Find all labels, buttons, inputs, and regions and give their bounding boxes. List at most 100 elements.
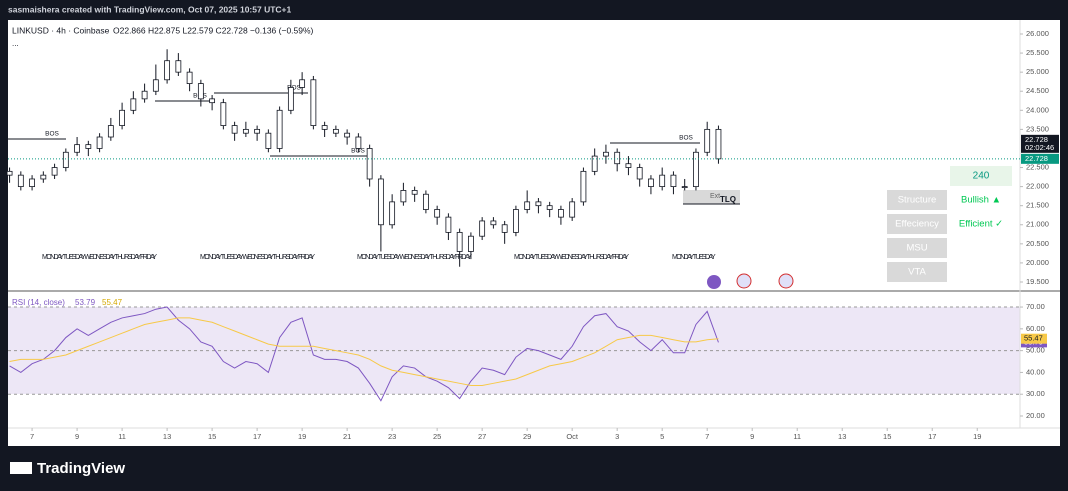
panel-cell — [887, 262, 947, 282]
candle-body — [366, 148, 373, 180]
panel-label: Structure — [898, 195, 937, 206]
event-icon[interactable] — [778, 273, 794, 289]
y-tick-label: 19.500 — [1026, 277, 1049, 286]
candle-body — [96, 136, 103, 149]
candle-body — [265, 132, 272, 149]
candle-body — [231, 125, 238, 134]
x-tick-label: 13 — [838, 432, 846, 441]
candle-body — [456, 231, 463, 252]
price-label: 22.728 — [1025, 135, 1048, 144]
panel-cell — [887, 214, 947, 234]
candle-body — [681, 186, 688, 189]
y-tick-label: 26.000 — [1026, 29, 1049, 38]
candle-body — [704, 128, 711, 153]
brand: TradingView — [37, 460, 125, 477]
candle-body — [636, 167, 643, 180]
y-tick-label: 20.00 — [1026, 411, 1045, 420]
x-tick-label: 13 — [163, 432, 171, 441]
x-tick-label: 15 — [208, 432, 216, 441]
x-tick-label: 9 — [750, 432, 754, 441]
x-tick-label: 25 — [433, 432, 441, 441]
ohlc: O22.866 H22.875 L22.579 C22.728 −0.136 (… — [113, 25, 314, 35]
liquidity-box — [683, 190, 740, 204]
price-label-bg — [1021, 134, 1059, 153]
panel-status: Efficient ✓ — [959, 219, 1003, 230]
candle-body — [17, 174, 24, 188]
day-label: MONDAY TUESDAY WEDNESDAY THURSDAY FRIDAY — [42, 254, 157, 261]
y-tick-label: 21.500 — [1026, 201, 1049, 210]
candle-body — [535, 201, 542, 207]
y-tick-label: 25.000 — [1026, 67, 1049, 76]
candle-body — [513, 209, 519, 233]
panel-label: Effeciency — [895, 219, 939, 230]
candle-body — [276, 109, 283, 149]
candle-body — [62, 151, 69, 168]
candle-body — [411, 190, 418, 195]
panel-cell — [887, 190, 947, 210]
x-tick-label: 11 — [118, 432, 126, 441]
price-label-bg — [1021, 153, 1059, 164]
day-label: MONDAY TUESDAY WEDNESDAY THURSDAY FRIDAY — [357, 254, 472, 261]
candle-body — [164, 60, 171, 81]
candle-body — [603, 151, 609, 157]
x-tick-label: 3 — [615, 432, 619, 441]
x-tick-label: 5 — [660, 432, 664, 441]
rsi-axis-label: 55.47 — [1024, 334, 1043, 343]
candle-body — [51, 167, 58, 176]
y-tick-label: 30.00 — [1026, 389, 1045, 398]
x-tick-label: 7 — [705, 432, 709, 441]
candle-body — [670, 174, 677, 188]
ext-label: Ext — [710, 193, 720, 200]
candle-body — [254, 128, 261, 134]
logo — [10, 462, 32, 474]
x-tick-label: 29 — [523, 432, 531, 441]
y-tick-label: 20.500 — [1026, 239, 1049, 248]
tlq-label: TLQ — [720, 195, 736, 204]
panel-value: 240 — [973, 171, 990, 182]
candle-body — [445, 216, 452, 233]
x-tick-label: 17 — [253, 432, 261, 441]
event-icon[interactable] — [707, 275, 721, 289]
candle-body — [299, 79, 306, 88]
candle-body — [524, 201, 531, 210]
x-tick-label: 7 — [30, 432, 34, 441]
price-label: 22.728 — [1025, 154, 1048, 163]
credit: sasmaishera created with TradingView.com… — [8, 4, 292, 14]
bos-label: BOS — [45, 131, 59, 138]
more: ... — [12, 39, 19, 48]
candle-body — [558, 209, 564, 218]
y-tick-label: 20.000 — [1026, 258, 1049, 267]
candle-body — [625, 163, 632, 168]
panel-label: MSU — [906, 243, 927, 254]
bos-label: BOS — [287, 85, 301, 92]
candle-body — [287, 87, 294, 111]
candle-body — [490, 220, 497, 226]
candle-body — [400, 190, 407, 203]
candle-body — [242, 128, 249, 134]
x-tick-label: 17 — [928, 432, 936, 441]
candle-body — [175, 60, 182, 73]
candle-body — [85, 144, 92, 149]
candle-body — [220, 102, 227, 126]
panel-value-box — [950, 166, 1012, 186]
candle-body — [40, 174, 47, 180]
candle-body — [355, 136, 362, 149]
day-label: MONDAY TUESDAY WEDNESDAY THURSDAY FRIDAY — [514, 254, 629, 261]
candle-body — [107, 125, 114, 138]
x-tick-label: 21 — [343, 432, 351, 441]
candle-body — [344, 132, 351, 138]
y-tick-label: 24.000 — [1026, 105, 1049, 114]
day-label: MONDAY TUESDAY WEDNESDAY THURSDAY FRIDAY — [200, 254, 315, 261]
candle-body — [209, 98, 216, 104]
x-tick-label: 11 — [793, 432, 801, 441]
rsi-label-bg — [1021, 333, 1047, 344]
candle-body — [6, 170, 13, 176]
x-tick-label: 23 — [388, 432, 396, 441]
day-label: MONDAY TUESDAY — [672, 254, 716, 261]
countdown: 02:02:46 — [1025, 143, 1054, 152]
candle-body — [580, 170, 587, 203]
y-tick-label: 22.000 — [1026, 182, 1049, 191]
y-tick-label: 50.00 — [1026, 346, 1045, 355]
x-tick-label: 19 — [973, 432, 981, 441]
event-icon[interactable] — [736, 273, 752, 289]
